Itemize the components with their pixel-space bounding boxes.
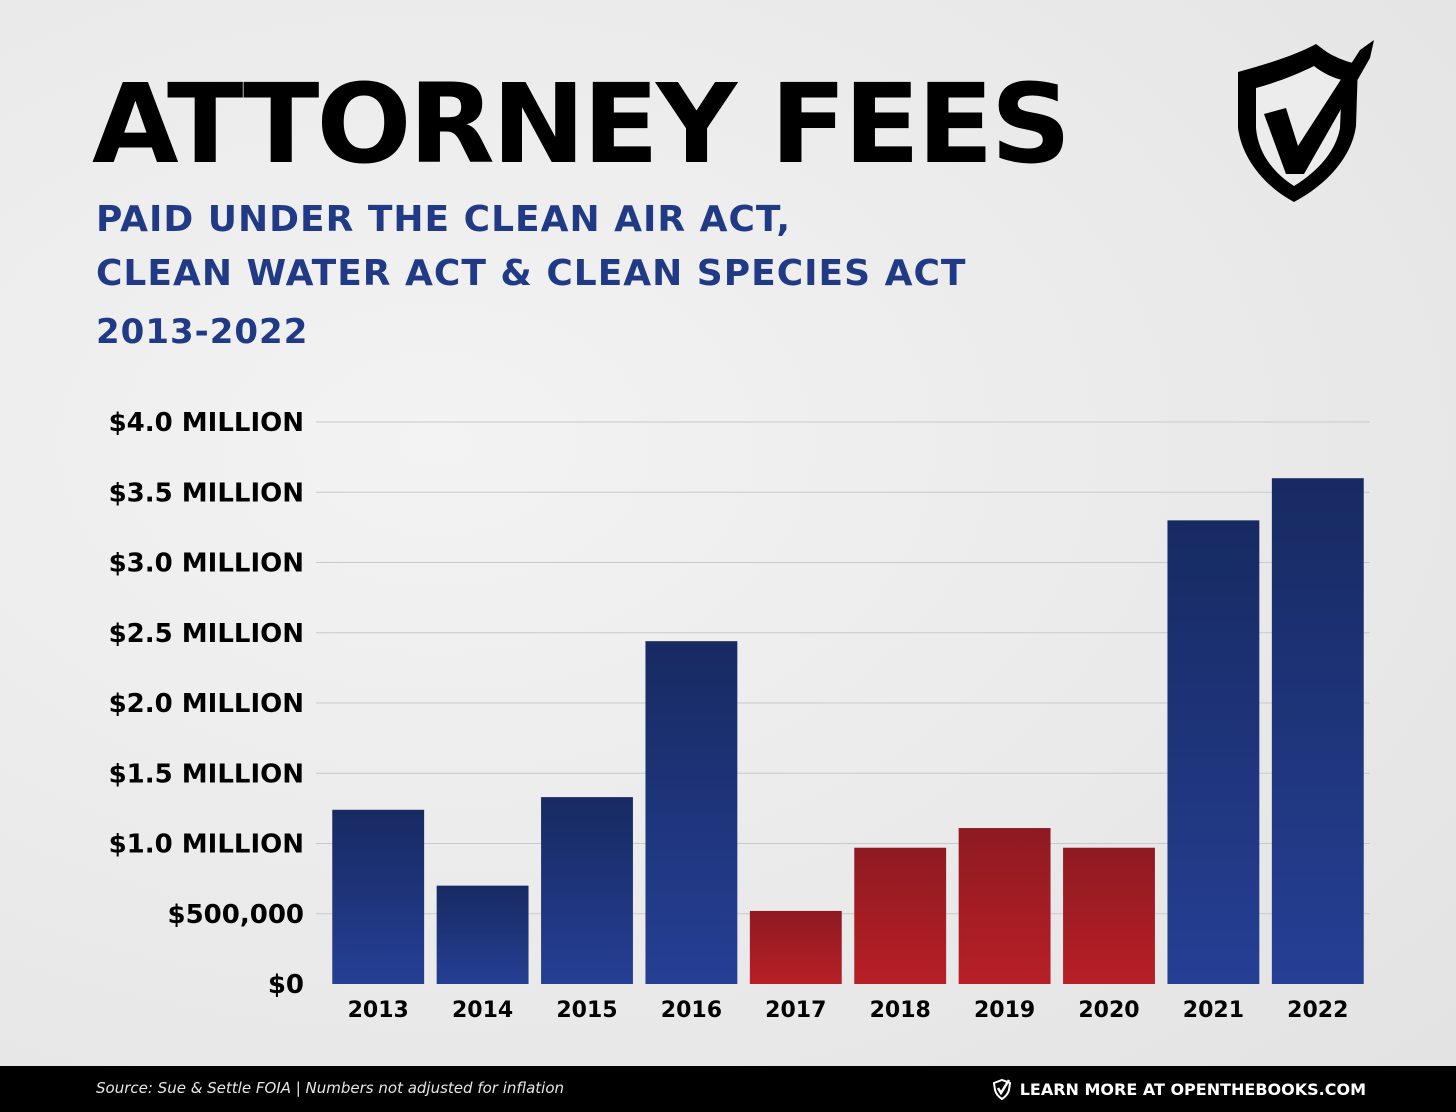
y-tick-label: $0 xyxy=(268,970,304,1000)
bar-2018 xyxy=(854,847,947,984)
shield-checkmark-icon xyxy=(1238,40,1374,202)
learn-more-label: LEARN MORE AT OPENTHEBOOKS.COM xyxy=(1019,1079,1366,1099)
bar-2013 xyxy=(332,809,425,984)
bar-2020 xyxy=(1063,847,1155,984)
shield-checkmark-icon xyxy=(992,1078,1011,1100)
page-title: ATTORNEY FEES xyxy=(92,61,1071,189)
subtitle-line-1: PAID UNDER THE CLEAN AIR ACT, xyxy=(96,199,792,240)
subtitle-line-2: CLEAN WATER ACT & CLEAN SPECIES ACT xyxy=(96,253,967,294)
bar-2014 xyxy=(436,885,529,984)
subtitle-date-range: 2013-2022 xyxy=(96,312,309,352)
source-note: Source: Sue & Settle FOIA | Numbers not … xyxy=(96,1079,565,1097)
bar-2015 xyxy=(541,797,633,984)
x-tick-label: 2016 xyxy=(661,998,722,1023)
x-tick-label: 2020 xyxy=(1078,998,1139,1023)
x-tick-label: 2013 xyxy=(348,998,409,1023)
y-tick-label: $2.0 MILLION xyxy=(109,689,304,719)
y-tick-label: $4.0 MILLION xyxy=(109,408,304,438)
x-tick-label: 2014 xyxy=(452,998,513,1023)
x-tick-label: 2022 xyxy=(1287,998,1348,1023)
y-tick-label: $1.5 MILLION xyxy=(109,759,304,789)
y-tick-label: $500,000 xyxy=(167,900,304,930)
y-tick-label: $1.0 MILLION xyxy=(109,830,304,860)
learn-more-link[interactable]: LEARN MORE AT OPENTHEBOOKS.COM xyxy=(992,1078,1366,1100)
x-tick-label: 2018 xyxy=(870,998,931,1023)
bar-2017 xyxy=(749,910,842,984)
y-tick-label: $2.5 MILLION xyxy=(109,619,304,649)
bar-2019 xyxy=(958,828,1051,984)
bar-2016 xyxy=(645,641,738,984)
bar-2022 xyxy=(1271,478,1364,984)
x-tick-label: 2019 xyxy=(974,998,1035,1023)
footer-bar: Source: Sue & Settle FOIA | Numbers not … xyxy=(0,1066,1456,1112)
x-tick-label: 2021 xyxy=(1183,998,1244,1023)
x-tick-label: 2017 xyxy=(765,998,826,1023)
bar-chart: $0 $500,000 $1.0 MILLION $1.5 MILLION $2.0 M… xyxy=(109,408,1370,1023)
y-tick-label: $3.5 MILLION xyxy=(109,478,304,508)
x-tick-label: 2015 xyxy=(556,998,617,1023)
bar-2021 xyxy=(1167,520,1260,984)
y-tick-label: $3.0 MILLION xyxy=(109,549,304,579)
